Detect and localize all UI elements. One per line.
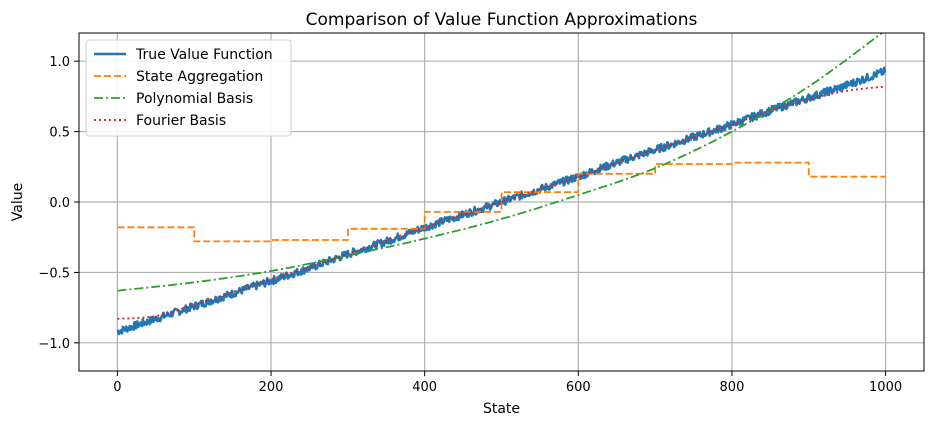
chart-title: Comparison of Value Function Approximati… <box>306 10 698 30</box>
legend-box <box>85 39 292 137</box>
legend: True Value Function State Aggregation Poly… <box>85 39 292 137</box>
legend-label: Fourier Basis <box>136 113 226 129</box>
legend-label: True Value Function <box>135 47 273 63</box>
x-axis-label: State <box>483 401 520 417</box>
x-tick-label: 600 <box>566 380 591 395</box>
x-tick-label: 0 <box>113 380 121 395</box>
x-tick-label: 1000 <box>869 380 902 395</box>
series-line-2 <box>117 33 884 292</box>
y-tick-label: 1.0 <box>49 55 70 70</box>
series-layer <box>116 33 887 336</box>
y-tick-label: −0.5 <box>38 266 70 281</box>
y-tick-label: 0.5 <box>49 126 70 141</box>
legend-label: Polynomial Basis <box>136 91 253 107</box>
x-tick-label: 200 <box>259 380 284 395</box>
y-axis-label: Value <box>10 183 26 221</box>
legend-label: State Aggregation <box>136 69 263 85</box>
x-tick-label: 400 <box>412 380 437 395</box>
y-tick-label: −1.0 <box>38 337 70 352</box>
y-tick-label: 0.0 <box>49 196 70 211</box>
ticks: 0 200 400 600 800 1000 −1.0 −0.5 0.0 0.5 1.0 <box>38 55 902 395</box>
x-tick-label: 800 <box>720 380 745 395</box>
